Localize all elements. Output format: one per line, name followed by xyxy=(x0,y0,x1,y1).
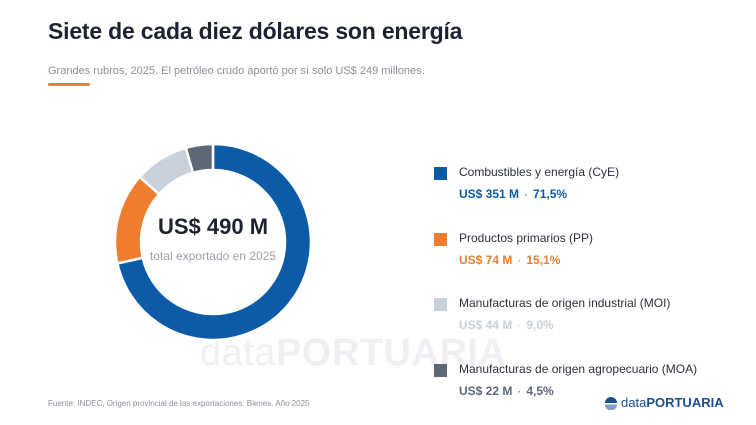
legend-percent-moi: 9,0% xyxy=(526,318,554,332)
donut-center-label: total exportado en 2025 xyxy=(149,249,277,263)
legend-swatch-moa xyxy=(434,364,447,377)
donut-slice-cye xyxy=(115,142,313,342)
donut-center-value: US$ 490 M xyxy=(157,214,269,239)
legend-label-cye: Combustibles y energía (CyE) xyxy=(459,165,620,179)
legend-label-pp: Productos primarios (PP) xyxy=(459,231,594,245)
legend-value-cye: US$ 351 M · 71,5% xyxy=(459,187,568,201)
legend-percent-pp: 15,1% xyxy=(526,253,561,267)
legend-percent-cye: 71,5% xyxy=(533,187,568,201)
legend-label-moa: Manufacturas de origen agropecuario (MOA… xyxy=(459,362,698,376)
legend-swatch-pp xyxy=(434,233,447,246)
brand-logo[interactable]: data PORTUARIA xyxy=(604,395,724,410)
legend-value-moi: US$ 44 M · 9,0% xyxy=(459,318,554,332)
legend-value-moa: US$ 22 M · 4,5% xyxy=(459,384,554,398)
brand-prefix: data xyxy=(621,395,647,410)
legend-amount-pp: US$ 74 M xyxy=(459,253,513,267)
source-footnote: Fuente: INDEC, Origen provincial de las … xyxy=(48,399,310,408)
legend-amount-moi: US$ 44 M xyxy=(459,318,513,332)
legend-percent-moa: 4,5% xyxy=(526,384,554,398)
legend-amount-moa: US$ 22 M xyxy=(459,384,513,398)
chart-subtitle: Grandes rubros, 2025. El petróleo crudo … xyxy=(48,65,425,77)
donut-slice-moa xyxy=(184,142,215,175)
legend-value-pp: US$ 74 M · 15,1% xyxy=(459,253,561,267)
brand-name: PORTUARIA xyxy=(646,395,724,410)
watermark-name: PORTUARIA xyxy=(275,332,507,374)
legend-swatch-cye xyxy=(434,167,447,180)
dataportuaria-logo-icon xyxy=(605,396,617,410)
legend-label-moi: Manufacturas de origen industrial (MOI) xyxy=(459,296,671,310)
legend-amount-cye: US$ 351 M xyxy=(459,187,520,201)
donut-slices xyxy=(113,142,313,342)
title-accent-line xyxy=(48,83,90,86)
chart-title: Siete de cada diez dólares son energía xyxy=(48,18,463,44)
legend-swatch-moi xyxy=(434,298,447,311)
